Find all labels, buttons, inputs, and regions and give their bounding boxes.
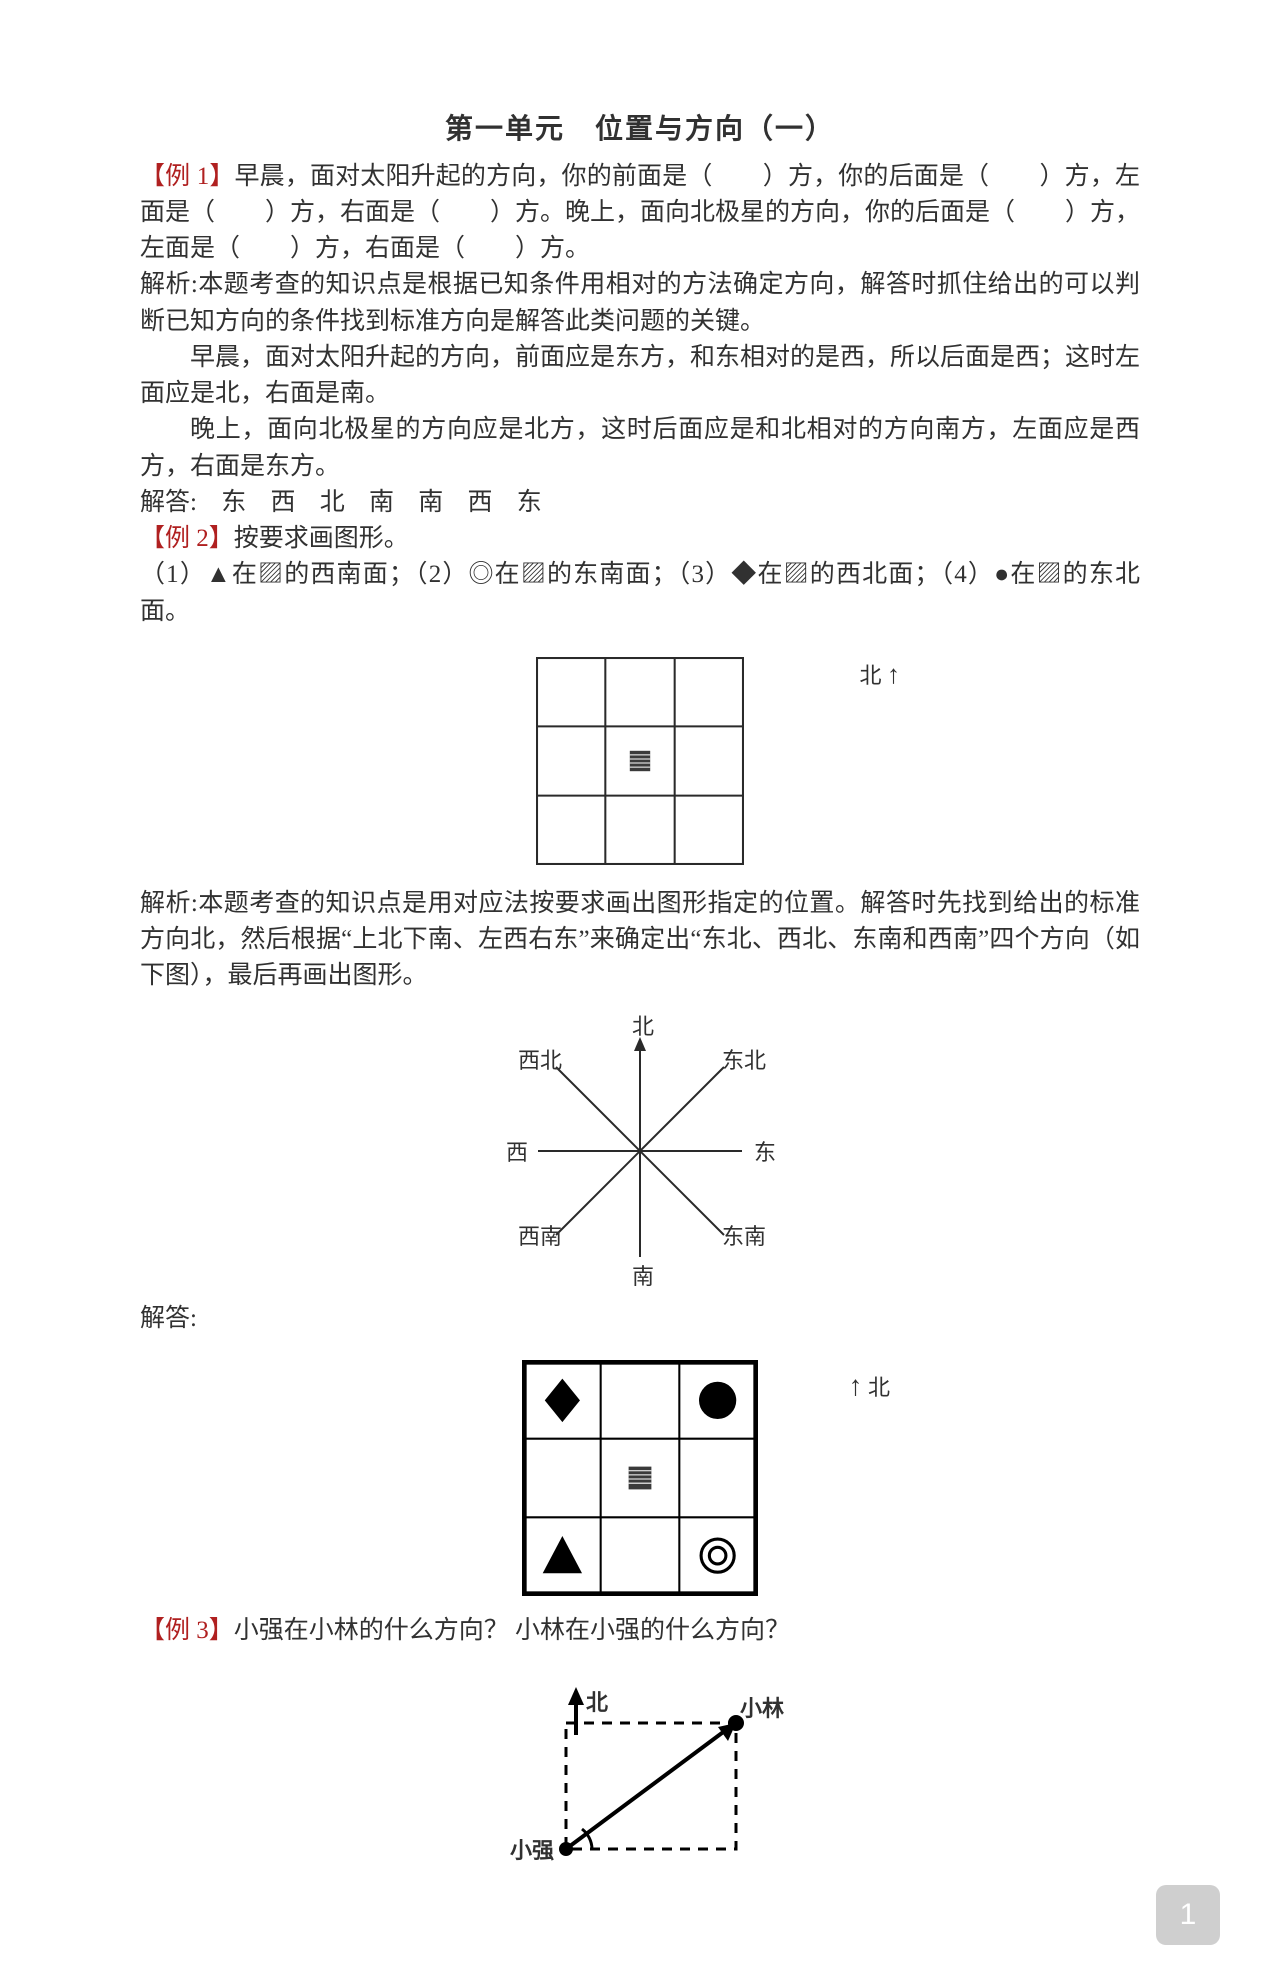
compass-e: 东 (754, 1137, 776, 1169)
compass-nw: 西北 (518, 1045, 562, 1077)
ex2-heading: 【例 2】按要求画图形。 (140, 521, 1140, 557)
ex1-a1-text: 本题考查的知识点是根据已知条件用相对的方法确定方向，解答时抓住给出的可以判断已知… (140, 271, 1140, 334)
ex2-items: （1）▲在▨的西南面；（2）◎在▨的东南面；（3）◆在▨的西北面；（4）●在▨的… (140, 557, 1140, 630)
ex2-analysis-label: 解析: (140, 890, 198, 917)
ex1-analysis-2: 早晨，面对太阳升起的方向，前面应是东方，和东相对的是西，所以后面是西；这时左面应… (140, 340, 1140, 413)
ex3-xl: 小林 (740, 1693, 784, 1725)
ans-1: 东 (221, 489, 246, 516)
page: 第一单元 位置与方向（一） 【例 1】早晨，面对太阳升起的方向，你的前面是（ ）… (0, 0, 1280, 1985)
ex3-figure: 北 小林 小强 (140, 1665, 1140, 1895)
ex3-q-text: 小强在小林的什么方向？ 小林在小强的什么方向？ (234, 1617, 790, 1644)
compass-w: 西 (506, 1137, 528, 1169)
ex3-xq: 小强 (510, 1835, 554, 1867)
ex2-label: 【例 2】 (140, 525, 234, 552)
ex2-answer-label: 解答: (140, 1301, 1140, 1337)
grid-svg (536, 657, 744, 865)
north-label-2: ↑ 北 (848, 1367, 890, 1408)
arrow-up-icon: ↑ (887, 660, 900, 689)
compass-s: 南 (632, 1261, 654, 1293)
ex1-analysis-3: 晚上，面向北极星的方向应是北方，这时后面应是和北相对的方向南方，左面应是西方，右… (140, 412, 1140, 485)
compass-figure: 北 南 西 东 西北 东北 西南 东南 (140, 1011, 1140, 1291)
ex2-analysis: 解析:本题考查的知识点是用对应法按要求画出图形指定的位置。解答时先找到给出的标准… (140, 886, 1140, 995)
answer-grid-svg (522, 1360, 758, 1596)
compass-se: 东南 (722, 1221, 766, 1253)
ex1-answer: 解答: 东 西 北 南 南 西 东 (140, 485, 1140, 521)
ex1-q-text: 早晨，面对太阳升起的方向，你的前面是（ ）方，你的后面是（ ）方，左面是（ ）方… (140, 163, 1140, 263)
ex2-q: 按要求画图形。 (234, 525, 409, 552)
ans-5: 南 (418, 489, 443, 516)
ans-4: 南 (369, 489, 394, 516)
ex3-question: 【例 3】小强在小林的什么方向？ 小林在小强的什么方向？ (140, 1613, 1140, 1649)
page-number: 1 (1156, 1885, 1220, 1945)
answer-label: 解答: (140, 489, 197, 516)
compass-wrap: 北 南 西 东 西北 东北 西南 东南 (460, 1011, 820, 1291)
compass-sw: 西南 (518, 1221, 562, 1253)
ex3-north: 北 (586, 1687, 608, 1719)
north-label-1: 北 ↑ (859, 656, 900, 694)
compass-ne: 东北 (722, 1045, 766, 1077)
ex2-grid-figure: 北 ↑ (140, 646, 1140, 876)
north-text-2: 北 (868, 1375, 890, 1400)
ans-6: 西 (468, 489, 493, 516)
ans-3: 北 (320, 489, 345, 516)
arrow-up-icon-2: ↑ (848, 1371, 862, 1402)
unit-title: 第一单元 位置与方向（一） (140, 110, 1140, 151)
compass-n: 北 (632, 1011, 654, 1043)
north-text-1: 北 (859, 663, 881, 688)
ex3-label: 【例 3】 (140, 1617, 234, 1644)
ex1-label: 【例 1】 (140, 163, 235, 190)
ex2-analysis-text: 本题考查的知识点是用对应法按要求画出图形指定的位置。解答时先找到给出的标准方向北… (140, 890, 1140, 990)
ex2-answer-figure: ↑ 北 (140, 1353, 1140, 1603)
analysis-label: 解析: (140, 271, 198, 298)
ex1-question: 【例 1】早晨，面对太阳升起的方向，你的前面是（ ）方，你的后面是（ ）方，左面… (140, 159, 1140, 268)
ans-7: 东 (517, 489, 542, 516)
ex3-wrap: 北 小林 小强 (480, 1675, 800, 1885)
ex1-analysis-1: 解析:本题考查的知识点是根据已知条件用相对的方法确定方向，解答时抓住给出的可以判… (140, 267, 1140, 340)
ans-2: 西 (270, 489, 295, 516)
